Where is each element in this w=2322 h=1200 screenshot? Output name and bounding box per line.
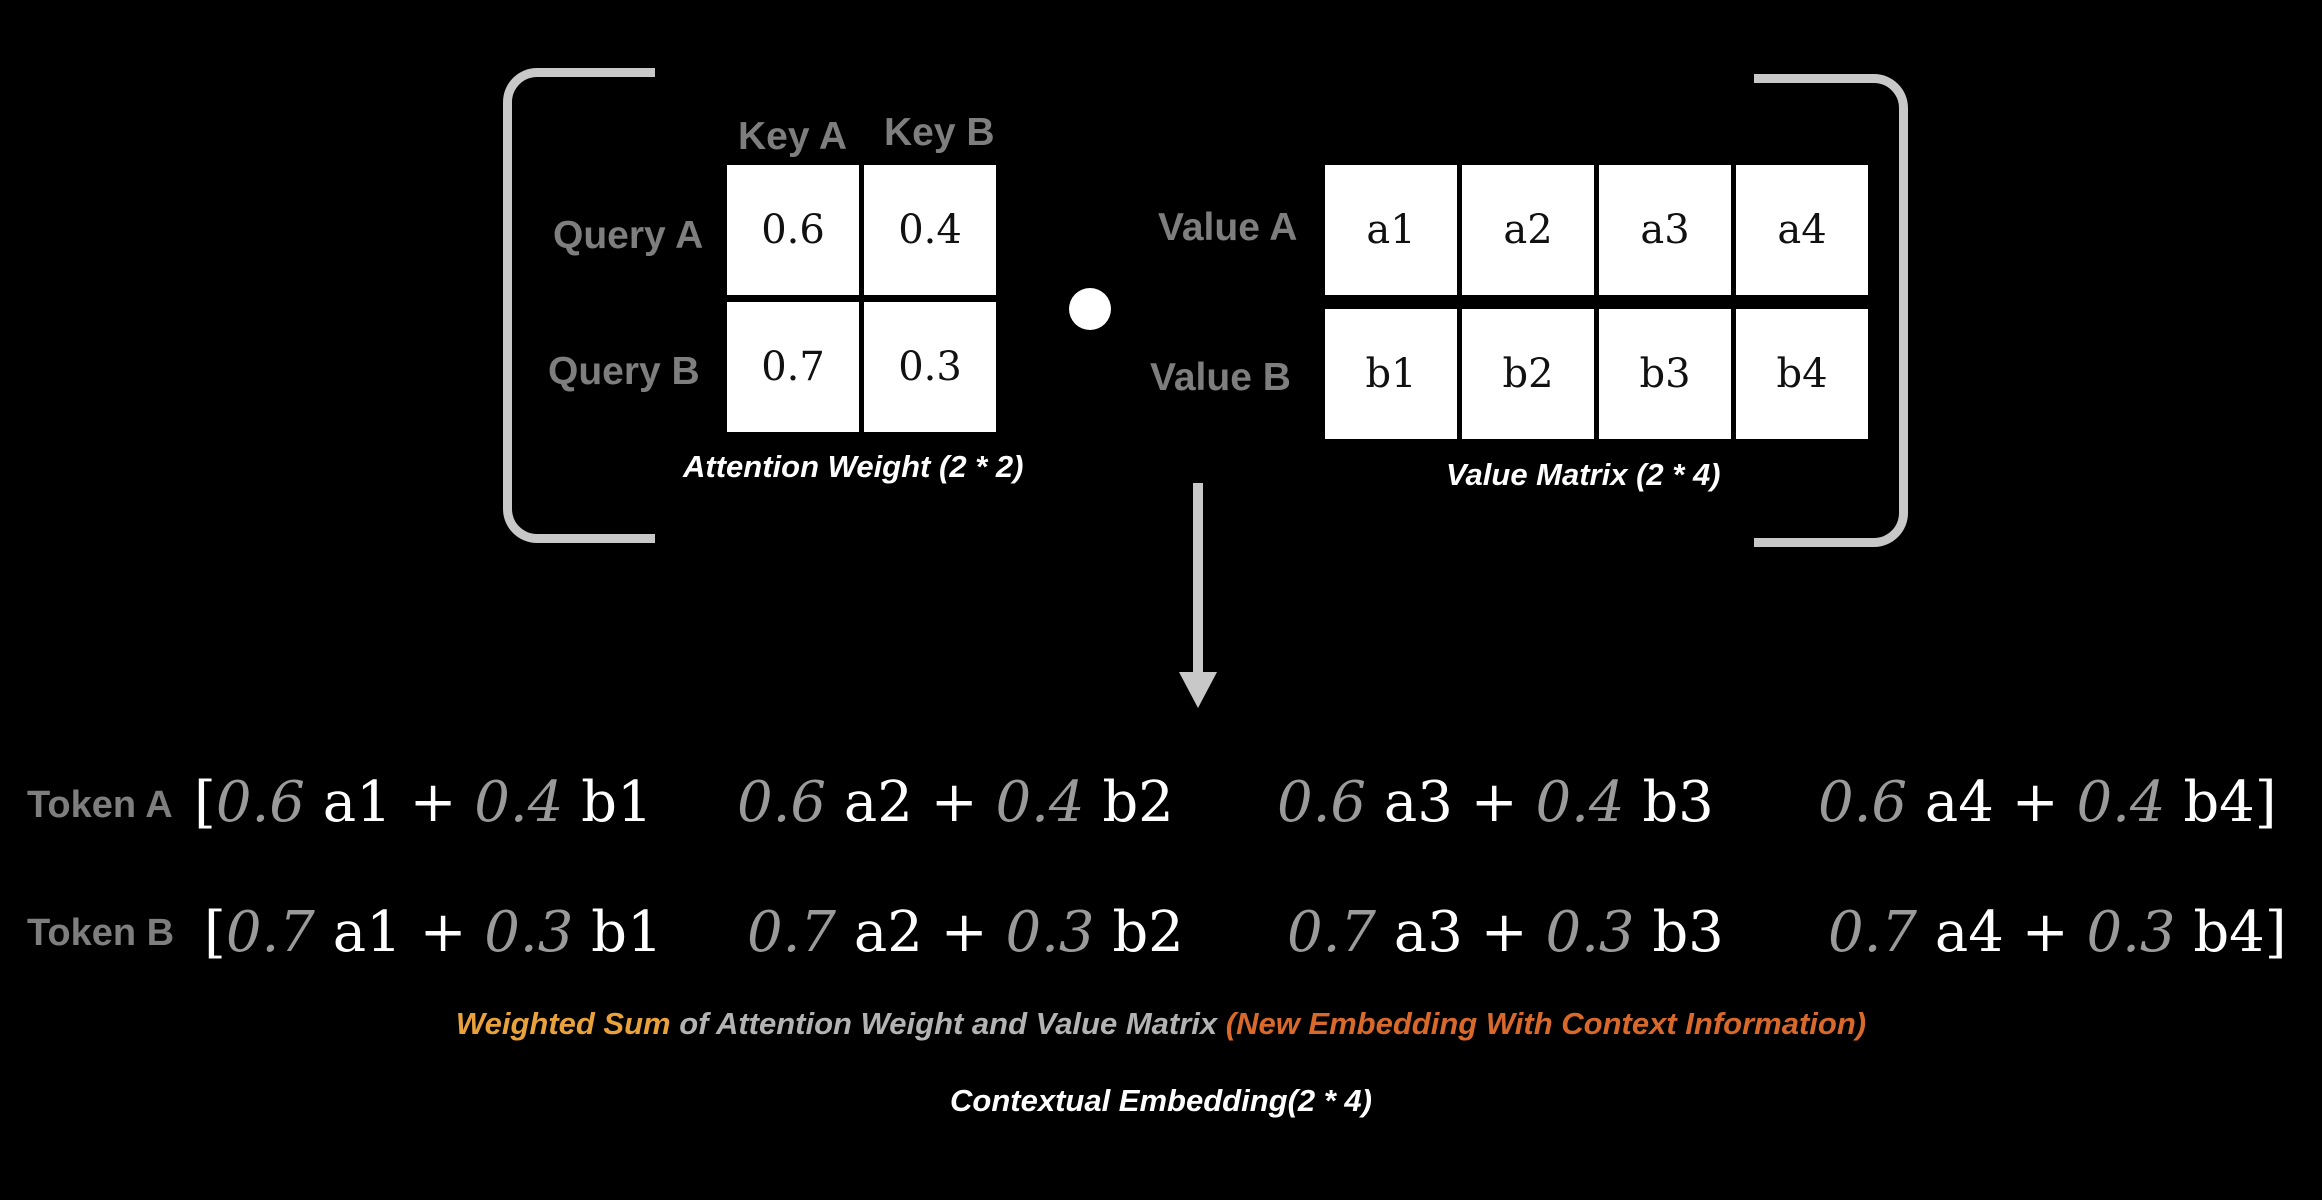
weight-cell-qb-kb: 0.3: [864, 302, 996, 432]
value-a-label: Value A: [1158, 206, 1298, 249]
token-b-term-3: 0.7 a3 + 0.3 b3: [1287, 900, 1724, 965]
token-b-term-4: 0.7 a4 + 0.3 b4]: [1828, 900, 2287, 965]
token-b-label: Token B: [27, 912, 175, 954]
token-b-term-1: [0.7 a1 + 0.3 b1: [204, 900, 663, 965]
weight-cell-qb-ka: 0.7: [727, 302, 859, 432]
weighted-sum-description: Weighted Sum of Attention Weight and Val…: [0, 1008, 2322, 1039]
value-b-label: Value B: [1150, 356, 1291, 399]
weight-cell-qa-kb: 0.4: [864, 165, 996, 295]
token-a-term-2: 0.6 a2 + 0.4 b2: [737, 770, 1174, 835]
value-cell-a4: a4: [1736, 165, 1868, 295]
attention-weight-caption: Attention Weight (2 * 2): [683, 449, 1024, 484]
key-a-header: Key A: [738, 115, 848, 158]
weight-cell-qa-ka: 0.6: [727, 165, 859, 295]
token-b-term-2: 0.7 a2 + 0.3 b2: [747, 900, 1184, 965]
new-embedding-note: (New Embedding With Context Information): [1225, 1006, 1867, 1041]
value-cell-b2: b2: [1462, 309, 1594, 439]
token-a-term-4: 0.6 a4 + 0.4 b4]: [1818, 770, 2277, 835]
value-cell-b1: b1: [1325, 309, 1457, 439]
value-cell-a2: a2: [1462, 165, 1594, 295]
weighted-sum-highlight: Weighted Sum: [455, 1006, 671, 1041]
token-a-term-3: 0.6 a3 + 0.4 b3: [1277, 770, 1714, 835]
query-b-label: Query B: [548, 350, 700, 393]
value-matrix-caption: Value Matrix (2 * 4): [1446, 457, 1721, 492]
summary-middle-text: of Attention Weight and Value Matrix: [670, 1006, 1226, 1041]
value-cell-a1: a1: [1325, 165, 1457, 295]
query-a-label: Query A: [553, 214, 704, 257]
key-b-header: Key B: [884, 111, 995, 154]
dot-product-icon: [1069, 288, 1111, 330]
token-a-label: Token A: [27, 784, 173, 826]
value-cell-b3: b3: [1599, 309, 1731, 439]
value-cell-b4: b4: [1736, 309, 1868, 439]
value-cell-a3: a3: [1599, 165, 1731, 295]
left-bracket: [503, 68, 655, 543]
token-a-term-1: [0.6 a1 + 0.4 b1: [194, 770, 653, 835]
contextual-embedding-caption: Contextual Embedding(2 * 4): [950, 1083, 1372, 1118]
right-bracket: [1754, 74, 1908, 547]
